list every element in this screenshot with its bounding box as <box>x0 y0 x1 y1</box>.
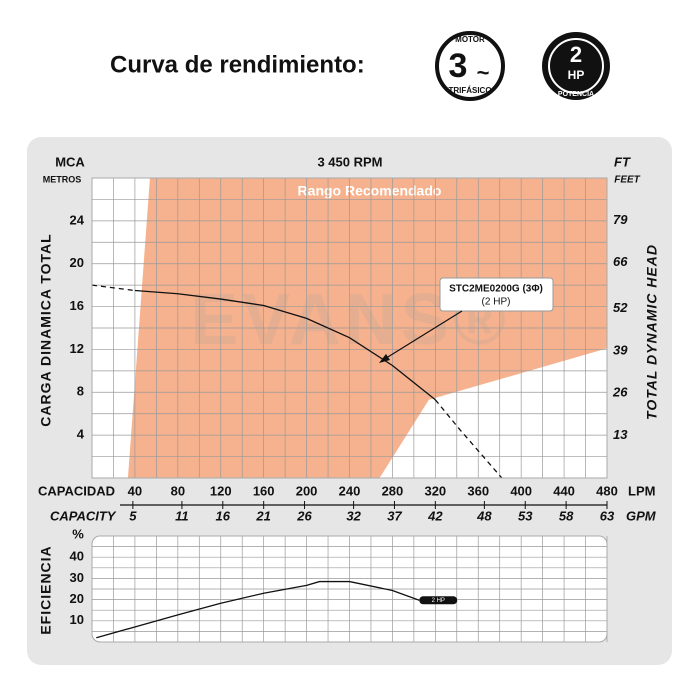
badge-motor: MOTOR 3 ~ TRIFÁSICO <box>435 31 505 101</box>
y-label: EFICIENCIA <box>38 545 54 634</box>
badge-ring <box>548 38 604 94</box>
x2-tick-label: 21 <box>255 508 270 523</box>
x-tick-label: 440 <box>553 483 575 498</box>
y-tick-label: 40 <box>70 549 84 564</box>
range-label: Rango Recomendado <box>298 183 442 199</box>
x2-tick-label: 5 <box>129 508 137 523</box>
x-tick-label: 40 <box>128 483 142 498</box>
badge-bottom: TRIFÁSICO <box>448 86 491 95</box>
badge-bottom: POTENCIA <box>558 91 594 98</box>
y-tick-label: 24 <box>70 212 85 227</box>
y-tick-label: 4 <box>77 427 85 442</box>
y-tick-label: 12 <box>70 341 84 356</box>
series-name: STC2ME0200G (3Φ) <box>449 284 543 295</box>
x-tick-label: 160 <box>253 483 275 498</box>
y-tick-label: 20 <box>70 255 84 270</box>
x-tick-label: 240 <box>339 483 361 498</box>
page-title: Curva de rendimiento: <box>110 51 365 78</box>
badge-disc <box>542 32 610 100</box>
badge-main: 2 <box>570 42 582 67</box>
x-tick-label: 80 <box>171 483 185 498</box>
plot-frame <box>91 535 608 643</box>
y2-unit-sub: FEET <box>614 175 640 186</box>
annotation-box <box>439 277 554 312</box>
x2-unit: GPM <box>626 508 657 523</box>
y-tick-label: 20 <box>70 591 84 606</box>
series-pill <box>419 596 458 605</box>
curve-dashed <box>434 399 503 479</box>
y-tick-label: 8 <box>77 384 84 399</box>
y2-tick-label: 66 <box>613 254 628 269</box>
badge-main: 3 <box>449 47 468 85</box>
x2-tick-label: 58 <box>559 508 574 523</box>
x-tick-label: 480 <box>596 483 618 498</box>
arrow-head <box>379 354 390 363</box>
curve-dashed <box>91 284 135 292</box>
x-tick-label: 360 <box>467 483 489 498</box>
series-annotation: (2 HP) <box>482 297 511 308</box>
x-tick-label: 320 <box>424 483 446 498</box>
y-unit: MCA <box>55 154 85 169</box>
y-tick-label: 30 <box>70 570 84 585</box>
badge-top: MOTOR <box>455 35 485 44</box>
x-unit: LPM <box>628 483 655 498</box>
y2-tick-label: 52 <box>613 300 628 315</box>
y2-tick-label: 26 <box>612 385 628 400</box>
x2-tick-label: 53 <box>518 508 533 523</box>
x2-tick-label: 42 <box>427 508 443 523</box>
x-tick-label: 280 <box>382 483 404 498</box>
x2-tick-label: 48 <box>476 508 492 523</box>
y-label: CARGA DINAMICA TOTAL <box>38 233 54 426</box>
plot-frame <box>91 177 608 479</box>
x2-tick-label: 37 <box>387 508 402 523</box>
x-label: CAPACIDAD <box>38 483 115 498</box>
curve <box>96 580 420 639</box>
badge-symbol: ~ <box>477 60 490 85</box>
series-name: 2 HP <box>432 598 445 604</box>
y2-unit: FT <box>614 154 631 169</box>
y2-tick-label: 79 <box>613 212 628 227</box>
x2-tick-label: 16 <box>216 508 231 523</box>
x-tick-label: 200 <box>296 483 318 498</box>
annotation-arrow <box>382 310 463 361</box>
y-tick-label: 10 <box>70 612 84 627</box>
x2-label: CAPACITY <box>50 508 117 523</box>
y-unit: % <box>72 526 84 541</box>
x-tick-label: 400 <box>510 483 532 498</box>
y2-tick-label: 13 <box>613 427 628 442</box>
chart-title: 3 450 RPM <box>317 154 382 169</box>
badge-symbol: HP <box>568 68 585 82</box>
y2-tick-label: 39 <box>613 342 628 357</box>
x-tick-label: 120 <box>210 483 232 498</box>
y-tick-label: 16 <box>70 298 84 313</box>
x2-tick-label: 26 <box>296 508 312 523</box>
x2-tick-label: 63 <box>600 508 615 523</box>
y-unit-sub: METROS <box>43 174 82 184</box>
y2-label: TOTAL DYNAMIC HEAD <box>644 244 660 420</box>
x2-tick-label: 32 <box>346 508 361 523</box>
badge-power: 2 HP POTENCIA <box>542 32 610 100</box>
x2-tick-label: 11 <box>175 508 189 523</box>
badge-ring <box>435 31 505 101</box>
